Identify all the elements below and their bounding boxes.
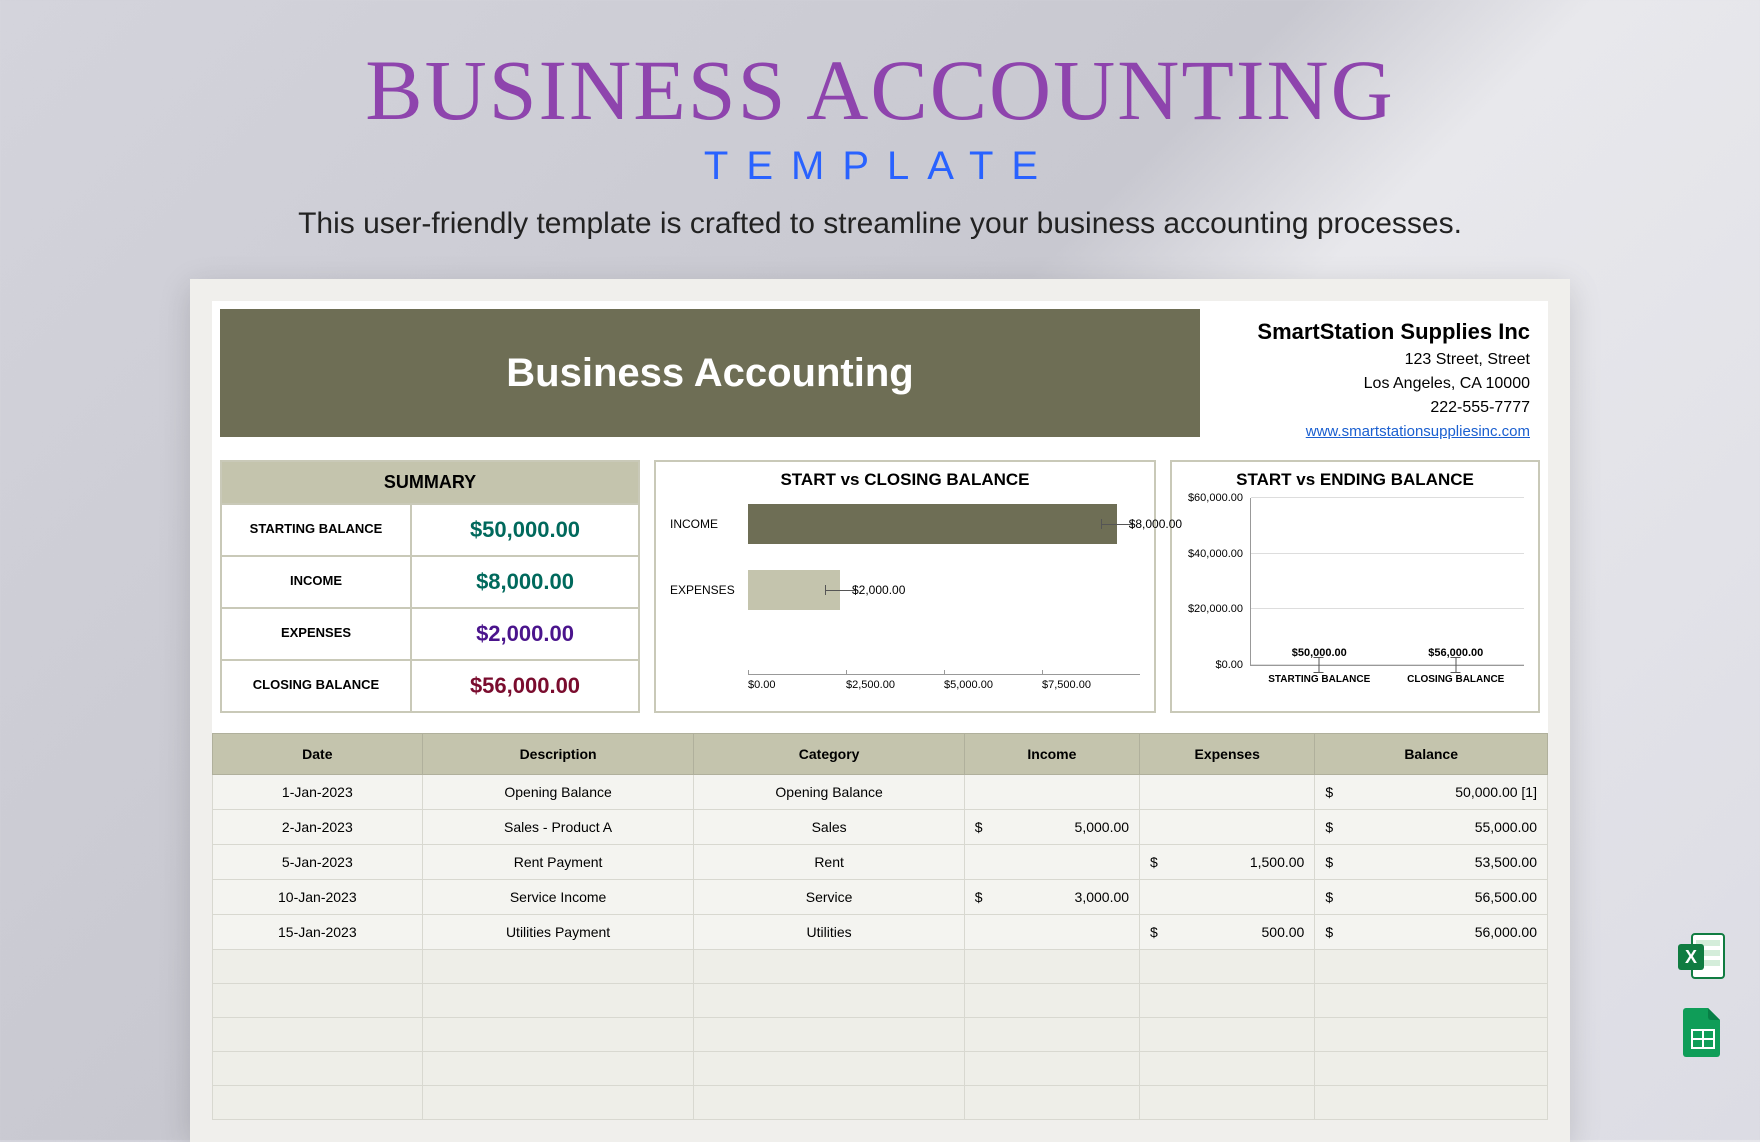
spreadsheet-preview: Business Accounting SmartStation Supplie… — [190, 279, 1570, 1142]
cell-date: 1-Jan-2023 — [213, 775, 423, 810]
hero-description: This user-friendly template is crafted t… — [0, 207, 1760, 241]
hbar-label: EXPENSES — [670, 583, 748, 597]
cell-cat: Opening Balance — [694, 775, 964, 810]
ledger-row-empty — [213, 984, 1548, 1018]
excel-icon[interactable]: X — [1674, 928, 1730, 984]
cell-desc: Sales - Product A — [422, 810, 694, 845]
hbar-value: $2,000.00 — [852, 583, 905, 597]
summary-row: STARTING BALANCE $50,000.00 — [222, 505, 638, 555]
sheets-icon[interactable] — [1674, 1004, 1730, 1060]
cell-balance: $53,500.00 — [1315, 845, 1548, 880]
y-tick: $20,000.00 — [1188, 603, 1243, 615]
cell-balance: $56,500.00 — [1315, 880, 1548, 915]
cell-expenses — [1140, 810, 1315, 845]
hbar — [748, 504, 1117, 544]
cell-balance: $50,000.00 [1] — [1315, 775, 1548, 810]
ledger-row: 15-Jan-2023 Utilities Payment Utilities … — [213, 915, 1548, 950]
ledger-column-header: Balance — [1315, 734, 1548, 775]
company-url[interactable]: www.smartstationsuppliesinc.com — [1306, 423, 1530, 440]
cell-date: 5-Jan-2023 — [213, 845, 423, 880]
summary-value: $2,000.00 — [412, 609, 638, 659]
company-name: SmartStation Supplies Inc — [1220, 315, 1530, 348]
cell-income — [964, 845, 1139, 880]
cell-cat: Utilities — [694, 915, 964, 950]
hero-subtitle: TEMPLATE — [0, 144, 1760, 189]
svg-text:X: X — [1685, 947, 1697, 967]
ledger-column-header: Income — [964, 734, 1139, 775]
ledger-row: 1-Jan-2023 Opening Balance Opening Balan… — [213, 775, 1548, 810]
cell-expenses: $500.00 — [1140, 915, 1315, 950]
x-tick: $5,000.00 — [944, 675, 1042, 691]
company-info: SmartStation Supplies Inc 123 Street, St… — [1220, 309, 1540, 444]
hero-title: BUSINESS ACCOUNTING — [0, 40, 1760, 140]
ledger-row: 2-Jan-2023 Sales - Product A Sales $5,00… — [213, 810, 1548, 845]
cell-cat: Rent — [694, 845, 964, 880]
cell-date: 15-Jan-2023 — [213, 915, 423, 950]
cell-desc: Rent Payment — [422, 845, 694, 880]
chart1-title: START vs CLOSING BALANCE — [670, 470, 1140, 490]
cell-cat: Service — [694, 880, 964, 915]
cell-income — [964, 915, 1139, 950]
cell-desc: Service Income — [422, 880, 694, 915]
x-tick: $2,500.00 — [846, 675, 944, 691]
ledger-row-empty — [213, 1086, 1548, 1120]
cell-desc: Utilities Payment — [422, 915, 694, 950]
y-tick: $60,000.00 — [1188, 492, 1243, 504]
company-city: Los Angeles, CA 10000 — [1220, 372, 1530, 396]
cell-date: 10-Jan-2023 — [213, 880, 423, 915]
company-street: 123 Street, Street — [1220, 348, 1530, 372]
cell-cat: Sales — [694, 810, 964, 845]
vbar-category: STARTING BALANCE — [1268, 674, 1370, 685]
summary-row: EXPENSES $2,000.00 — [222, 607, 638, 659]
company-phone: 222-555-7777 — [1220, 396, 1530, 420]
summary-value: $8,000.00 — [412, 557, 638, 607]
x-tick: $0.00 — [748, 675, 846, 691]
cell-expenses — [1140, 880, 1315, 915]
summary-label: EXPENSES — [222, 609, 412, 659]
download-icons: X — [1674, 928, 1730, 1060]
hbar-value: $8,000.00 — [1129, 517, 1182, 531]
summary-label: CLOSING BALANCE — [222, 661, 412, 711]
ledger-column-header: Description — [422, 734, 694, 775]
cell-income — [964, 775, 1139, 810]
hero-header: BUSINESS ACCOUNTING TEMPLATE This user-f… — [0, 0, 1760, 241]
summary-label: STARTING BALANCE — [222, 505, 412, 555]
ledger-row: 5-Jan-2023 Rent Payment Rent $1,500.00 $… — [213, 845, 1548, 880]
cell-balance: $56,000.00 — [1315, 915, 1548, 950]
ledger-column-header: Expenses — [1140, 734, 1315, 775]
chart-start-vs-closing: START vs CLOSING BALANCE INCOME $8,000.0… — [654, 460, 1156, 713]
hbar-row: INCOME $8,000.00 — [670, 504, 1140, 544]
summary-value: $56,000.00 — [412, 661, 638, 711]
ledger-row-empty — [213, 1052, 1548, 1086]
ledger-column-header: Category — [694, 734, 964, 775]
summary-panel: SUMMARY STARTING BALANCE $50,000.00INCOM… — [220, 460, 640, 713]
summary-row: INCOME $8,000.00 — [222, 555, 638, 607]
cell-expenses: $1,500.00 — [1140, 845, 1315, 880]
ledger-row: 10-Jan-2023 Service Income Service $3,00… — [213, 880, 1548, 915]
hbar-label: INCOME — [670, 517, 748, 531]
cell-balance: $55,000.00 — [1315, 810, 1548, 845]
ledger-column-header: Date — [213, 734, 423, 775]
ledger-row-empty — [213, 1018, 1548, 1052]
summary-row: CLOSING BALANCE $56,000.00 — [222, 659, 638, 711]
cell-expenses — [1140, 775, 1315, 810]
vbar-category: CLOSING BALANCE — [1407, 674, 1504, 685]
cell-date: 2-Jan-2023 — [213, 810, 423, 845]
y-tick: $40,000.00 — [1188, 548, 1243, 560]
chart-start-vs-ending: START vs ENDING BALANCE $0.00 $20,000.00 $… — [1170, 460, 1540, 713]
ledger-row-empty — [213, 950, 1548, 984]
x-tick: $7,500.00 — [1042, 675, 1140, 691]
summary-label: INCOME — [222, 557, 412, 607]
cell-desc: Opening Balance — [422, 775, 694, 810]
summary-header: SUMMARY — [222, 462, 638, 505]
cell-income: $5,000.00 — [964, 810, 1139, 845]
hbar-row: EXPENSES $2,000.00 — [670, 570, 1140, 610]
sheet-title-banner: Business Accounting — [220, 309, 1200, 437]
chart2-title: START vs ENDING BALANCE — [1186, 470, 1524, 490]
summary-value: $50,000.00 — [412, 505, 638, 555]
ledger-table: DateDescriptionCategoryIncomeExpensesBal… — [212, 733, 1548, 1120]
y-tick: $0.00 — [1215, 659, 1243, 671]
cell-income: $3,000.00 — [964, 880, 1139, 915]
